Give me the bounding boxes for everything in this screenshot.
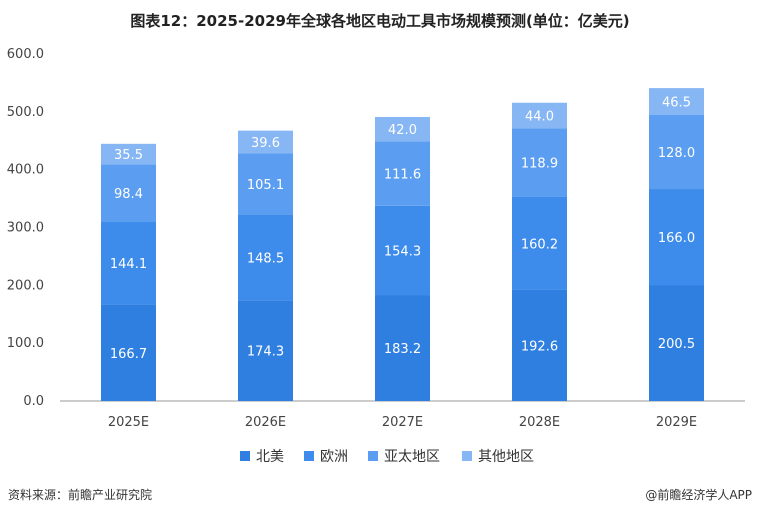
data-label: 160.2 [521,237,558,252]
source-note: 资料来源：前瞻产业研究院 [8,488,153,502]
data-label: 200.5 [658,337,695,352]
y-tick-label: 300.0 [7,221,44,236]
legend-swatch [462,451,472,461]
legend-label: 亚太地区 [384,449,440,465]
bar-segment [649,88,704,116]
bar-segment [101,304,156,401]
bar-segment [238,300,293,401]
x-axis: 2025E 2026E 2027E 2028E 2029E [108,415,697,430]
data-label: 39.6 [251,136,280,151]
credit-note: @前瞻经济学人APP [645,488,752,502]
y-tick-label: 600.0 [7,47,44,62]
bar-segment [375,205,430,296]
bar-segment [238,214,293,301]
legend-swatch [240,451,250,461]
data-label: 174.3 [247,345,284,360]
bar-segment [375,116,430,142]
bar-segment [101,221,156,305]
data-label: 105.1 [247,178,284,193]
legend-label: 其他地区 [478,449,534,465]
y-tick-label: 500.0 [7,105,44,120]
legend-label: 北美 [256,449,284,465]
bar-segment [512,128,567,197]
bars: 166.7 144.1 98.4 35.5 174.3 148.5 105.1 39.6 183… [101,88,704,401]
data-label: 118.9 [521,157,558,172]
bar-segment [238,153,293,215]
bar-segment [649,189,704,286]
bar-segment [101,143,156,165]
x-tick-label: 2029E [656,415,697,430]
data-label: 148.5 [247,251,284,266]
data-label: 98.4 [114,187,143,202]
data-label: 144.1 [110,257,147,272]
legend-swatch [304,451,314,461]
bar-segment [238,130,293,154]
chart-title: 图表12：2025-2029年全球各地区电动工具市场规模预测(单位：亿美元) [130,12,630,30]
data-label: 111.6 [384,168,421,183]
bar-segment [512,102,567,129]
data-label: 35.5 [114,148,143,163]
data-label: 166.0 [658,231,695,246]
y-tick-label: 0.0 [23,394,44,409]
x-tick-label: 2027E [382,415,423,430]
x-tick-label: 2026E [245,415,286,430]
x-tick-label: 2025E [108,415,149,430]
bar-segment [649,115,704,190]
data-label: 128.0 [658,146,695,161]
data-label: 46.5 [662,96,691,111]
bar-segment [512,196,567,290]
data-label: 154.3 [384,244,421,259]
x-tick-label: 2028E [519,415,560,430]
legend-swatch [368,451,378,461]
legend: 北美 欧洲 亚太地区 其他地区 [240,449,534,465]
y-tick-label: 200.0 [7,278,44,293]
y-tick-label: 100.0 [7,336,44,351]
data-label: 44.0 [525,109,554,124]
y-tick-label: 400.0 [7,163,44,178]
bar-segment [649,285,704,401]
data-label: 183.2 [384,342,421,357]
bar-segment [512,289,567,401]
bar-segment [375,295,430,401]
legend-label: 欧洲 [320,449,348,465]
bar-segment [101,164,156,222]
y-axis: 0.0 100.0 200.0 300.0 400.0 500.0 600.0 [7,47,44,409]
data-label: 192.6 [521,339,558,354]
bar-segment [375,141,430,206]
data-label: 42.0 [388,123,417,138]
data-label: 166.7 [110,347,147,362]
